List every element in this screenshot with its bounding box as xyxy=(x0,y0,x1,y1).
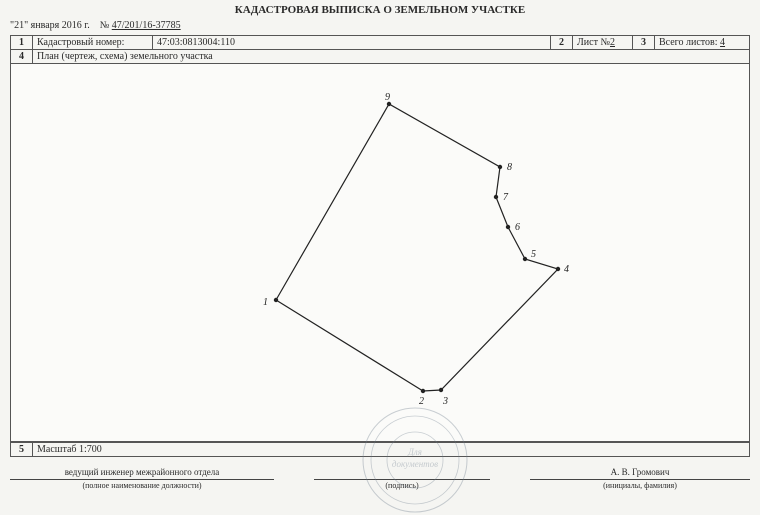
row1-sheet-cell: Лист №2 xyxy=(573,36,633,50)
vertex-2 xyxy=(421,389,425,393)
row1-sheet-label: Лист № xyxy=(577,37,610,48)
row1-total-value: 4 xyxy=(720,37,725,48)
page-title: КАДАСТРОВАЯ ВЫПИСКА О ЗЕМЕЛЬНОМ УЧАСТКЕ xyxy=(10,4,750,16)
sig-name-note: (инициалы, фамилия) xyxy=(530,479,750,490)
issue-date: "21" января 2016 г. xyxy=(10,20,90,31)
row5-label: Масштаб 1:700 xyxy=(33,443,750,457)
row4-label: План (чертеж, схема) земельного участка xyxy=(33,50,750,64)
sig-name-col: А. В. Громович (инициалы, фамилия) xyxy=(530,467,750,490)
sig-position-note: (полное наименование должности) xyxy=(10,479,274,490)
issue-date-line: "21" января 2016 г. № 47/201/16-37785 xyxy=(10,20,750,31)
vertex-label-8: 8 xyxy=(507,162,512,173)
vertex-5 xyxy=(523,257,527,261)
vertex-4 xyxy=(556,267,560,271)
sig-name: А. В. Громович xyxy=(530,467,750,477)
reg-number: 47/201/16-37785 xyxy=(112,20,181,31)
vertex-label-1: 1 xyxy=(263,297,268,308)
reg-prefix: № xyxy=(100,20,110,31)
row4-num: 4 xyxy=(11,50,33,64)
sig-position: ведущий инженер межрайонного отдела xyxy=(10,467,274,477)
header-row-plan: 4 План (чертеж, схема) земельного участк… xyxy=(11,50,750,64)
scale-table: 5 Масштаб 1:700 xyxy=(10,442,750,457)
vertex-label-5: 5 xyxy=(531,249,536,260)
signature-block: ведущий инженер межрайонного отдела (пол… xyxy=(10,467,750,490)
scale-row: 5 Масштаб 1:700 xyxy=(11,443,750,457)
header-table: 1 Кадастровый номер: 47:03:0813004:110 2… xyxy=(10,35,750,64)
vertex-1 xyxy=(274,298,278,302)
row1-value: 47:03:0813004:110 xyxy=(153,36,551,50)
row1-total-label: Всего листов: xyxy=(659,37,718,48)
vertex-label-3: 3 xyxy=(442,396,448,407)
row1-sheetnum: 2 xyxy=(551,36,573,50)
row1-totalnum: 3 xyxy=(633,36,655,50)
vertex-label-7: 7 xyxy=(503,192,509,203)
vertex-label-6: 6 xyxy=(515,222,520,233)
row1-num: 1 xyxy=(11,36,33,50)
row1-label: Кадастровый номер: xyxy=(33,36,153,50)
parcel-diagram: 1 2 3 7 8 9 4 5 6 xyxy=(11,64,731,442)
vertex-label-4: 4 xyxy=(564,264,569,275)
sig-sign-col: (подпись) xyxy=(314,467,490,490)
vertex-3 xyxy=(439,388,443,392)
vertex-6 xyxy=(506,225,510,229)
sig-position-col: ведущий инженер межрайонного отдела (пол… xyxy=(10,467,274,490)
vertex-7 xyxy=(494,195,498,199)
parcel-outline xyxy=(276,104,558,391)
header-row-cadastral: 1 Кадастровый номер: 47:03:0813004:110 2… xyxy=(11,36,750,50)
sig-sign-note: (подпись) xyxy=(314,479,490,490)
vertex-label-2: 2 xyxy=(419,396,424,407)
row1-sheet-value: 2 xyxy=(610,37,615,48)
plan-frame: 1 2 3 7 8 9 4 5 6 xyxy=(10,64,750,442)
row1-total-cell: Всего листов: 4 xyxy=(655,36,750,50)
vertex-8 xyxy=(498,165,502,169)
vertex-label-9: 9 xyxy=(385,92,390,103)
row5-num: 5 xyxy=(11,443,33,457)
